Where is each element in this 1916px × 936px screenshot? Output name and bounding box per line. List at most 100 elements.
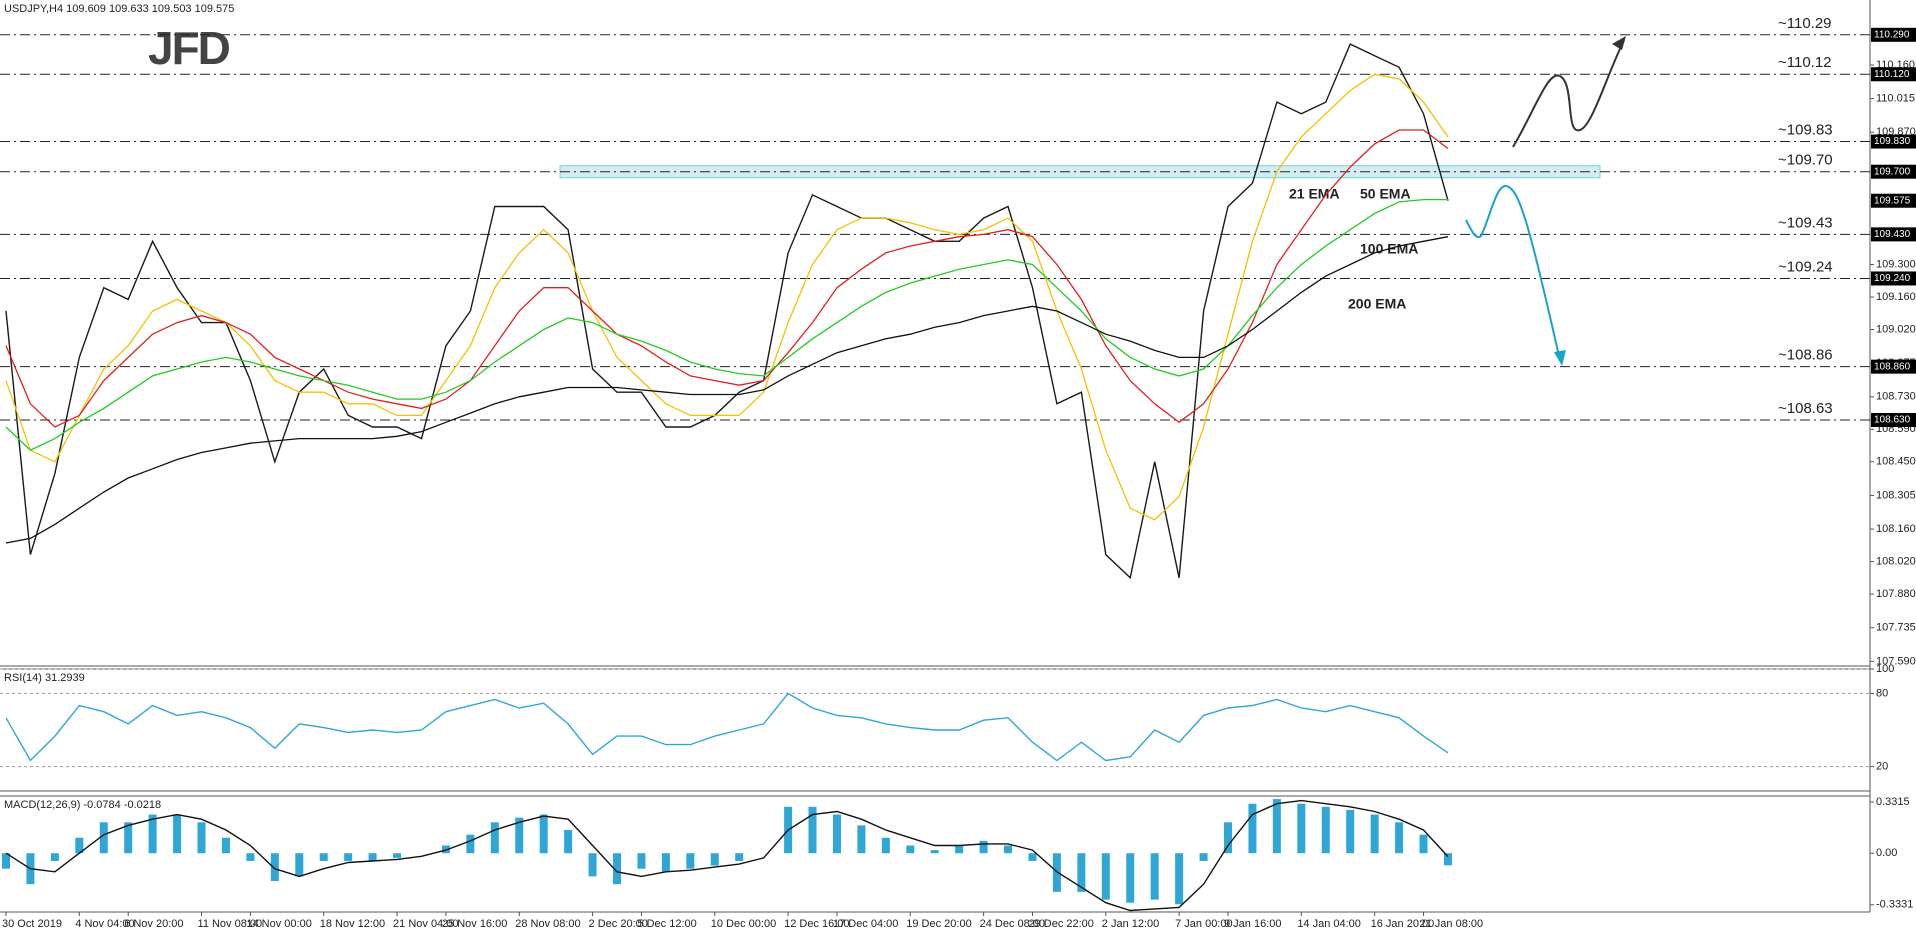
level-annotation: ~108.63 xyxy=(1778,400,1833,417)
histogram-bar xyxy=(1395,822,1404,854)
logo: JFD xyxy=(148,22,230,74)
frame xyxy=(0,0,1871,913)
x-tick-label: 7 Jan 00:00 xyxy=(1175,918,1233,930)
histogram-bar xyxy=(490,822,499,854)
histogram-bar xyxy=(1175,853,1184,905)
y-tick-label: 108.450 xyxy=(1876,456,1916,468)
histogram-bar xyxy=(393,853,402,858)
histogram-bar xyxy=(50,853,59,861)
y-tick-label: 20 xyxy=(1876,761,1888,773)
histogram-bar xyxy=(1272,799,1281,854)
legend-label: 50 EMA xyxy=(1360,186,1411,202)
axis-box-label: 108.860 xyxy=(1874,361,1911,372)
histogram-bar xyxy=(221,837,230,854)
x-tick-label: 29 Dec 22:00 xyxy=(1028,918,1093,930)
histogram-bar xyxy=(1004,845,1013,854)
y-tick-label: 108.305 xyxy=(1876,489,1916,501)
axis-box-label: 110.120 xyxy=(1874,69,1910,80)
last-price-label: 109.575 xyxy=(1874,195,1911,206)
x-tick-label: 5 Dec 12:00 xyxy=(637,918,696,930)
y-tick-label: 100 xyxy=(1876,663,1894,675)
axis-box xyxy=(1871,134,1916,149)
panel-title: USDJPY,H4 109.609 109.633 109.503 109.57… xyxy=(4,3,234,15)
histogram-bar xyxy=(1321,806,1330,854)
histogram-bar xyxy=(906,845,915,854)
histogram-bar xyxy=(319,853,328,861)
x-tick-label: 4 Nov 04:00 xyxy=(75,918,134,930)
level-annotation: ~108.86 xyxy=(1778,347,1833,364)
y-tick-label: 107.590 xyxy=(1876,655,1916,667)
y-tick-label: 108.160 xyxy=(1876,523,1916,535)
level-annotation: ~110.12 xyxy=(1778,54,1832,71)
histogram-bar xyxy=(1101,853,1110,900)
y-tick-label: 110.015 xyxy=(1876,93,1915,105)
y-tick-label: 107.880 xyxy=(1876,588,1916,600)
x-tick-label: 17 Dec 04:00 xyxy=(833,918,898,930)
histogram-bar xyxy=(832,814,841,854)
scenario-arrow-down xyxy=(1465,185,1561,361)
series-line xyxy=(5,692,1449,762)
axis-box xyxy=(1871,67,1916,82)
x-tick-label: 18 Nov 12:00 xyxy=(320,918,385,930)
x-tick-label: 30 Oct 2019 xyxy=(2,918,62,930)
y-tick-label: -0.3331 xyxy=(1876,899,1913,911)
y-tick-label: 0.00 xyxy=(1876,847,1897,859)
y-tick-label: 109.160 xyxy=(1876,291,1916,303)
level-annotation: ~109.24 xyxy=(1778,258,1833,275)
axis-box xyxy=(1871,27,1916,42)
series-line xyxy=(5,198,1448,451)
axis-box-label: 110.290 xyxy=(1874,29,1910,40)
axis-box xyxy=(1871,271,1916,286)
series-line xyxy=(5,43,1449,580)
axis-box xyxy=(1871,164,1916,179)
x-tick-label: 14 Nov 00:00 xyxy=(246,918,311,930)
histogram-bar xyxy=(75,837,84,854)
y-tick-label: 80 xyxy=(1876,687,1888,699)
axis-box xyxy=(1871,359,1916,374)
axis-box-label: 109.430 xyxy=(1874,229,1911,240)
axis-box-label: 109.830 xyxy=(1874,136,1911,147)
axis-box-label: 109.700 xyxy=(1874,166,1911,177)
y-tick-label: 0.3315 xyxy=(1876,796,1910,808)
x-tick-label: 16 Jan 20:00 xyxy=(1371,918,1435,930)
histogram-bar xyxy=(368,853,377,861)
histogram-bar xyxy=(881,837,890,854)
histogram-bar xyxy=(124,822,133,854)
x-tick-label: 24 Dec 08:00 xyxy=(980,918,1045,930)
axis-box xyxy=(1871,227,1916,242)
x-tick-label: 6 Nov 20:00 xyxy=(124,918,183,930)
histogram-bar xyxy=(295,853,304,877)
series-line xyxy=(5,73,1449,521)
x-tick-label: 12 Dec 16:00 xyxy=(784,918,849,930)
histogram-bar xyxy=(344,853,353,861)
histogram-bar xyxy=(857,825,866,854)
series-line xyxy=(5,799,1449,912)
histogram-bar xyxy=(1248,803,1257,854)
histogram-bar xyxy=(588,853,597,877)
x-tick-label: 11 Nov 08:00 xyxy=(198,918,263,930)
histogram-bar xyxy=(1199,853,1208,861)
histogram-bar xyxy=(1370,814,1379,854)
x-tick-label: 21 Nov 04:00 xyxy=(393,918,458,930)
histogram-bar xyxy=(1150,853,1159,900)
last-price-box xyxy=(1871,193,1916,208)
histogram-bar xyxy=(1346,809,1355,854)
panel-title: MACD(12,26,9) -0.0784 -0.0218 xyxy=(4,799,161,811)
axis-box xyxy=(1871,413,1916,428)
histogram-bar xyxy=(979,840,988,854)
histogram-bar xyxy=(173,814,182,854)
histogram-bar xyxy=(197,822,206,854)
x-tick-label: 10 Dec 00:00 xyxy=(711,918,776,930)
arrowhead-up xyxy=(1612,36,1626,50)
histogram-bar xyxy=(246,853,255,861)
level-annotation: ~109.83 xyxy=(1778,122,1833,139)
x-tick-label: 2 Jan 12:00 xyxy=(1102,918,1160,930)
x-tick-label: 9 Jan 16:00 xyxy=(1224,918,1282,930)
histogram-bar xyxy=(955,845,964,854)
level-annotation: ~109.70 xyxy=(1778,152,1833,169)
y-tick-label: 109.020 xyxy=(1876,323,1916,335)
x-tick-label: 21 Jan 08:00 xyxy=(1420,918,1484,930)
histogram-bar xyxy=(661,853,670,872)
histogram-bar xyxy=(270,853,279,882)
